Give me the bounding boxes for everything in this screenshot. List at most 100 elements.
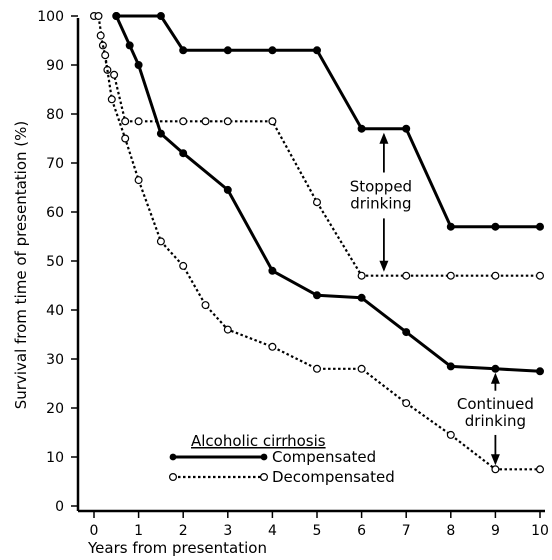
data-point-compensated-continued-drinking — [446, 362, 455, 371]
x-ticks: 0 1 2 3 4 5 6 7 8 9 10 — [90, 511, 549, 539]
y-tick-label: 30 — [46, 352, 64, 368]
y-tick-label: 50 — [46, 254, 64, 270]
data-point-decompensated-continued-drinking — [179, 261, 188, 270]
data-point-compensated-continued-drinking — [134, 60, 143, 69]
y-axis-label: Survival from time of presentation (%) — [12, 121, 30, 409]
data-point-decompensated-stopped-drinking — [446, 271, 455, 280]
data-point-decompensated-continued-drinking — [491, 465, 500, 474]
annotation-text: Stopped — [350, 177, 412, 195]
series-compensated-stopped-drinking — [112, 12, 544, 231]
data-point-decompensated-continued-drinking — [223, 325, 232, 334]
data-point-compensated-continued-drinking — [223, 185, 232, 194]
y-tick-label: 10 — [46, 450, 64, 466]
data-point-compensated-continued-drinking — [112, 12, 121, 21]
data-point-decompensated-continued-drinking — [156, 237, 165, 246]
data-point-decompensated-continued-drinking — [357, 364, 366, 373]
legend: Alcoholic cirrhosis Compensated Decompen… — [169, 432, 395, 486]
data-point-decompensated-stopped-drinking — [357, 271, 366, 280]
data-point-compensated-stopped-drinking — [357, 124, 366, 133]
x-tick-label: 6 — [357, 523, 366, 539]
legend-title: Alcoholic cirrhosis — [191, 432, 326, 450]
series-layer — [89, 12, 544, 474]
x-tick-label: 10 — [531, 523, 549, 539]
data-point-decompensated-continued-drinking — [134, 176, 143, 185]
data-point-compensated-stopped-drinking — [223, 46, 232, 55]
legend-decompensated-marker-left — [169, 473, 178, 482]
data-point-compensated-continued-drinking — [491, 364, 500, 373]
legend-decompensated-marker-right — [260, 473, 269, 482]
data-point-decompensated-stopped-drinking — [179, 117, 188, 126]
annotation-text: drinking — [465, 412, 526, 430]
annotation-arrowhead-up — [379, 132, 389, 144]
y-tick-label: 80 — [46, 107, 64, 123]
data-point-decompensated-continued-drinking — [201, 301, 210, 310]
y-tick-label: 0 — [55, 499, 64, 515]
annotation-text: drinking — [350, 194, 411, 212]
data-point-compensated-continued-drinking — [402, 328, 411, 337]
data-point-compensated-continued-drinking — [535, 367, 544, 376]
data-point-decompensated-continued-drinking — [101, 51, 110, 60]
data-point-decompensated-stopped-drinking — [121, 117, 130, 126]
data-point-decompensated-continued-drinking — [268, 342, 277, 351]
data-point-compensated-stopped-drinking — [313, 46, 322, 55]
data-point-decompensated-continued-drinking — [96, 31, 105, 40]
y-tick-label: 60 — [46, 205, 64, 221]
legend-compensated-marker-right — [260, 453, 268, 461]
data-point-decompensated-stopped-drinking — [94, 12, 103, 21]
series-line-decompensated-stopped-drinking — [94, 14, 540, 277]
y-tick-label: 40 — [46, 303, 64, 319]
data-point-compensated-continued-drinking — [357, 293, 366, 302]
y-tick-label: 100 — [37, 9, 64, 25]
data-point-compensated-continued-drinking — [313, 291, 322, 300]
annotation-arrowhead-down — [490, 454, 500, 466]
x-tick-label: 0 — [90, 523, 99, 539]
data-point-compensated-continued-drinking — [179, 149, 188, 158]
series-line-decompensated-continued-drinking — [99, 35, 540, 471]
y-tick-label: 90 — [46, 58, 64, 74]
annotation-text: Continued — [457, 395, 534, 413]
data-point-decompensated-stopped-drinking — [134, 117, 143, 126]
data-point-compensated-stopped-drinking — [491, 222, 500, 231]
data-point-decompensated-stopped-drinking — [535, 271, 544, 280]
x-tick-label: 7 — [402, 523, 411, 539]
x-tick-label: 1 — [134, 523, 143, 539]
data-point-decompensated-stopped-drinking — [313, 198, 322, 207]
annotation-arrowhead-up — [490, 372, 500, 384]
data-point-decompensated-continued-drinking — [107, 95, 116, 104]
data-point-compensated-stopped-drinking — [268, 46, 277, 55]
series-decompensated-continued-drinking — [96, 31, 544, 474]
data-point-decompensated-continued-drinking — [535, 465, 544, 474]
data-point-compensated-continued-drinking — [268, 266, 277, 275]
series-compensated-continued-drinking — [112, 12, 544, 376]
data-point-decompensated-continued-drinking — [446, 430, 455, 439]
x-tick-label: 3 — [223, 523, 232, 539]
data-point-compensated-stopped-drinking — [156, 12, 165, 21]
x-tick-label: 8 — [446, 523, 455, 539]
x-axis-label: Years from presentation — [87, 539, 267, 557]
legend-decompensated-label: Decompensated — [272, 468, 395, 486]
data-point-compensated-stopped-drinking — [446, 222, 455, 231]
x-tick-label: 5 — [313, 523, 322, 539]
annotation-arrowhead-down — [379, 260, 389, 272]
x-tick-label: 2 — [179, 523, 188, 539]
x-tick-label: 9 — [491, 523, 500, 539]
data-point-decompensated-stopped-drinking — [491, 271, 500, 280]
data-point-decompensated-stopped-drinking — [201, 117, 210, 126]
data-point-decompensated-continued-drinking — [402, 399, 411, 408]
x-tick-label: 4 — [268, 523, 277, 539]
data-point-decompensated-continued-drinking — [121, 134, 130, 143]
legend-compensated-marker-left — [169, 453, 177, 461]
data-point-decompensated-stopped-drinking — [110, 70, 119, 79]
axes — [76, 18, 545, 513]
y-tick-label: 20 — [46, 401, 64, 417]
data-point-compensated-continued-drinking — [125, 41, 134, 50]
data-point-decompensated-stopped-drinking — [223, 117, 232, 126]
y-tick-label: 70 — [46, 156, 64, 172]
data-point-compensated-continued-drinking — [156, 129, 165, 138]
data-point-decompensated-stopped-drinking — [268, 117, 277, 126]
legend-compensated-label: Compensated — [272, 448, 376, 466]
